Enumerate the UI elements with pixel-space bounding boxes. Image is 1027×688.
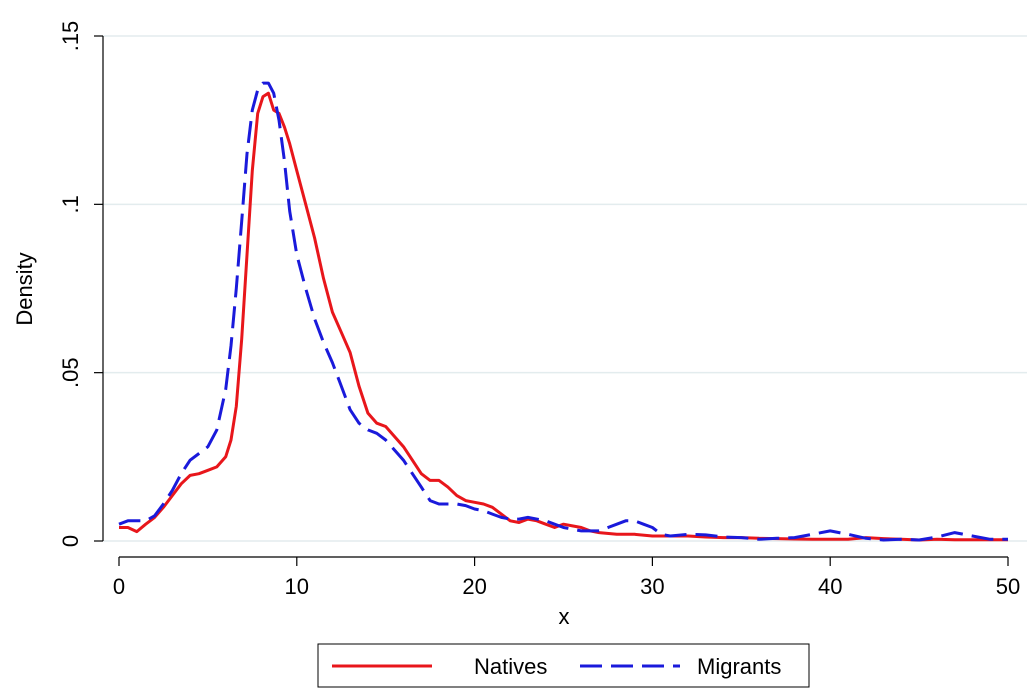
gridlines [103,35,1027,542]
y-axis-label: Density [12,252,37,325]
x-tick-label-1: 10 [285,574,309,599]
x-tick-label-4: 40 [818,574,842,599]
x-tick-label-3: 30 [640,574,664,599]
x-axis-label: x [559,604,570,629]
x-tick-label-5: 50 [996,574,1020,599]
legend: Natives Migrants [317,643,810,688]
y-tick-label-0: 0 [58,535,83,547]
x-tick-label-2: 20 [462,574,486,599]
y-tick-label-2: .1 [58,195,83,213]
y-tick-label-3: .15 [58,21,83,52]
y-tick-label-1: .05 [58,357,83,388]
x-tick-label-0: 0 [113,574,125,599]
legend-label-migrants: Migrants [697,654,781,679]
series-layer [118,81,1008,542]
series-line-migrants [118,81,1008,542]
axes: 0 .05 .1 .15 0 10 20 30 40 50 [58,21,1020,599]
legend-label-natives: Natives [474,654,547,679]
